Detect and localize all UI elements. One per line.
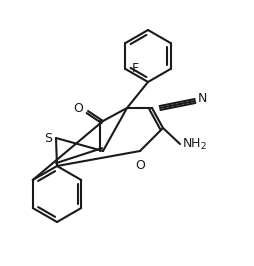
Text: N: N <box>198 93 207 106</box>
Text: S: S <box>44 131 52 144</box>
Text: F: F <box>132 63 139 76</box>
Text: NH$_2$: NH$_2$ <box>182 136 207 152</box>
Text: O: O <box>135 159 145 172</box>
Text: O: O <box>73 102 83 115</box>
